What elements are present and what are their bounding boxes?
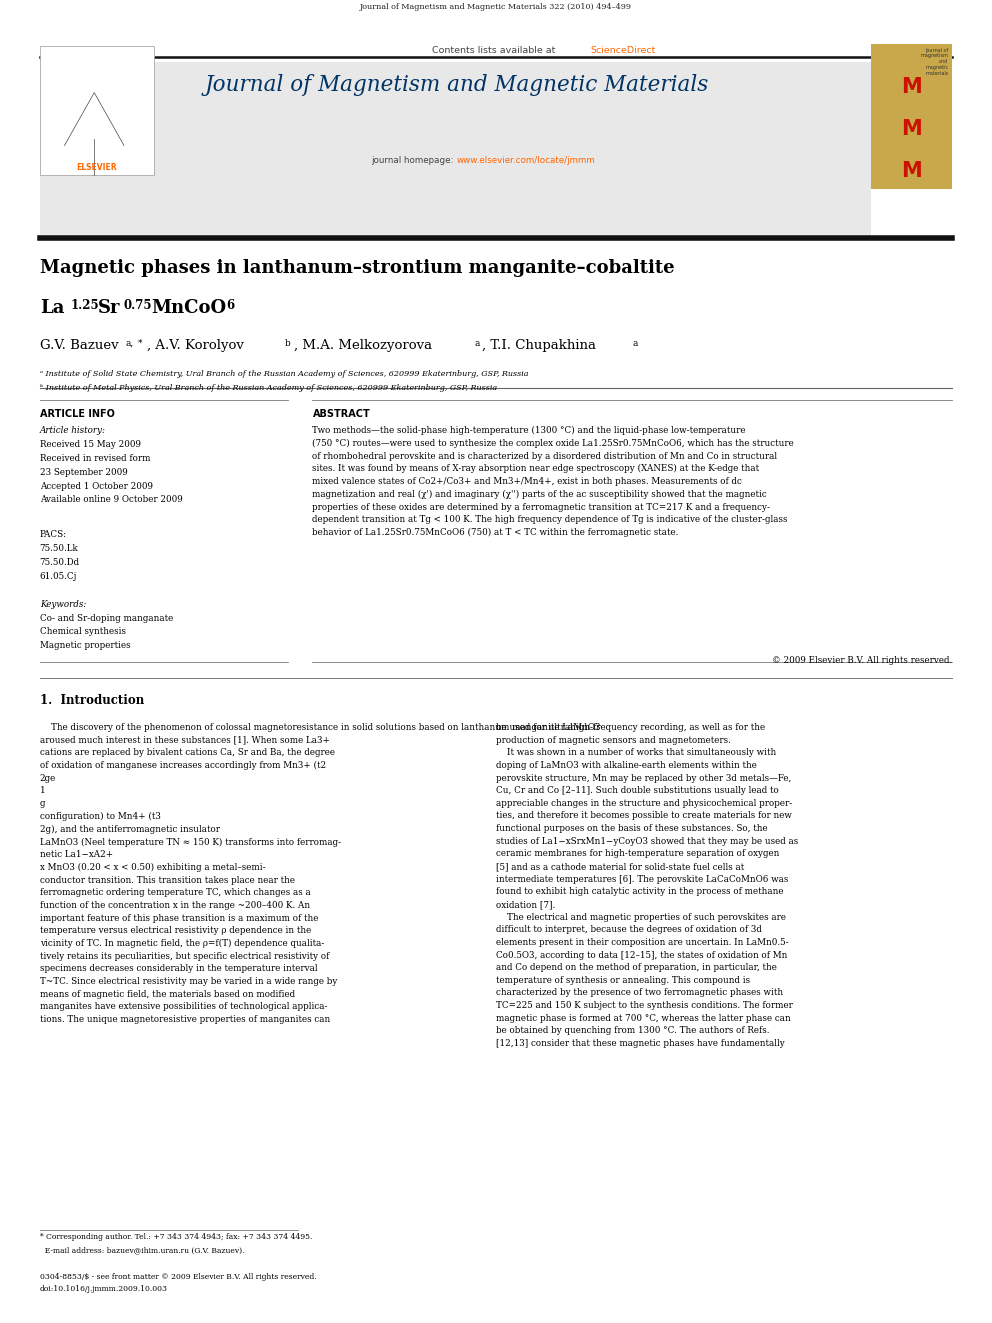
Text: The discovery of the phenomenon of colossal magnetoresistance in solid solutions: The discovery of the phenomenon of colos… [40, 722, 600, 1024]
Text: * Corresponding author. Tel.: +7 343 374 4943; fax: +7 343 374 4495.: * Corresponding author. Tel.: +7 343 374… [40, 1233, 312, 1241]
Text: 1.25: 1.25 [70, 299, 99, 312]
Text: journal homepage:: journal homepage: [371, 156, 456, 165]
Text: 1.  Introduction: 1. Introduction [40, 693, 144, 706]
Text: 6: 6 [226, 299, 234, 312]
Text: 23 September 2009: 23 September 2009 [40, 467, 127, 476]
Text: Available online 9 October 2009: Available online 9 October 2009 [40, 495, 183, 504]
Text: G.V. Bazuev: G.V. Bazuev [40, 339, 118, 352]
Text: a: a [474, 339, 479, 348]
Text: , M.A. Melkozyorova: , M.A. Melkozyorova [294, 339, 432, 352]
Text: Contents lists available at: Contents lists available at [432, 46, 558, 56]
Text: 61.05.Cj: 61.05.Cj [40, 572, 77, 581]
Text: Keywords:: Keywords: [40, 599, 86, 609]
Bar [871, 44, 952, 189]
Text: doi:10.1016/j.jmmm.2009.10.003: doi:10.1016/j.jmmm.2009.10.003 [40, 1285, 168, 1293]
Text: b: b [285, 339, 291, 348]
Text: Accepted 1 October 2009: Accepted 1 October 2009 [40, 482, 153, 491]
Text: ABSTRACT: ABSTRACT [312, 409, 370, 419]
Text: ScienceDirect: ScienceDirect [590, 46, 656, 56]
Text: ELSEVIER: ELSEVIER [76, 163, 116, 172]
Text: 75.50.Lk: 75.50.Lk [40, 544, 78, 553]
Text: Two methods—the solid-phase high-temperature (1300 °C) and the liquid-phase low-: Two methods—the solid-phase high-tempera… [312, 426, 795, 537]
Text: Journal of Magnetism and Magnetic Materials 322 (2010) 494–499: Journal of Magnetism and Magnetic Materi… [360, 3, 632, 12]
Text: ᵃ Institute of Solid State Chemistry, Ural Branch of the Russian Academy of Scie: ᵃ Institute of Solid State Chemistry, Ur… [40, 370, 528, 378]
Bar [40, 62, 871, 235]
Text: Journal of Magnetism and Magnetic Materials: Journal of Magnetism and Magnetic Materi… [204, 74, 708, 97]
Text: 0.75: 0.75 [123, 299, 152, 312]
Text: M: M [902, 77, 922, 97]
Text: 0304-8853/$ - see front matter © 2009 Elsevier B.V. All rights reserved.: 0304-8853/$ - see front matter © 2009 El… [40, 1273, 316, 1281]
Text: , A.V. Korolyov: , A.V. Korolyov [147, 339, 244, 352]
Text: © 2009 Elsevier B.V. All rights reserved.: © 2009 Elsevier B.V. All rights reserved… [772, 655, 952, 664]
Text: be used for ultrahigh-frequency recording, as well as for the
production of magn: be used for ultrahigh-frequency recordin… [496, 722, 799, 1048]
Text: MnCoO: MnCoO [151, 299, 226, 318]
Text: Received in revised form: Received in revised form [40, 454, 150, 463]
Text: Magnetic phases in lanthanum–strontium manganite–cobaltite: Magnetic phases in lanthanum–strontium m… [40, 259, 675, 278]
Text: Chemical synthesis: Chemical synthesis [40, 627, 126, 636]
Text: Sr: Sr [98, 299, 121, 318]
Text: E-mail address: bazuev@ihim.uran.ru (G.V. Bazuev).: E-mail address: bazuev@ihim.uran.ru (G.V… [40, 1246, 244, 1254]
Text: www.elsevier.com/locate/jmmm: www.elsevier.com/locate/jmmm [456, 156, 595, 165]
Text: ᵇ Institute of Metal Physics, Ural Branch of the Russian Academy of Sciences, 62: ᵇ Institute of Metal Physics, Ural Branc… [40, 384, 497, 392]
Text: 75.50.Dd: 75.50.Dd [40, 558, 79, 568]
Text: Co- and Sr-doping manganate: Co- and Sr-doping manganate [40, 614, 173, 623]
Text: a: a [633, 339, 638, 348]
Text: a,: a, [126, 339, 134, 348]
Text: ARTICLE INFO: ARTICLE INFO [40, 409, 114, 419]
Text: , T.I. Chupakhina: , T.I. Chupakhina [482, 339, 596, 352]
Bar [40, 46, 154, 175]
Text: Magnetic properties: Magnetic properties [40, 642, 130, 651]
Text: PACS:: PACS: [40, 531, 66, 540]
Text: M: M [902, 119, 922, 139]
Text: Article history:: Article history: [40, 426, 106, 435]
Text: La: La [40, 299, 64, 318]
Text: M: M [902, 161, 922, 181]
Text: Received 15 May 2009: Received 15 May 2009 [40, 439, 141, 448]
Text: journal of
magnetism
and
magnetic
materials: journal of magnetism and magnetic materi… [921, 48, 948, 75]
Text: *: * [138, 339, 143, 348]
